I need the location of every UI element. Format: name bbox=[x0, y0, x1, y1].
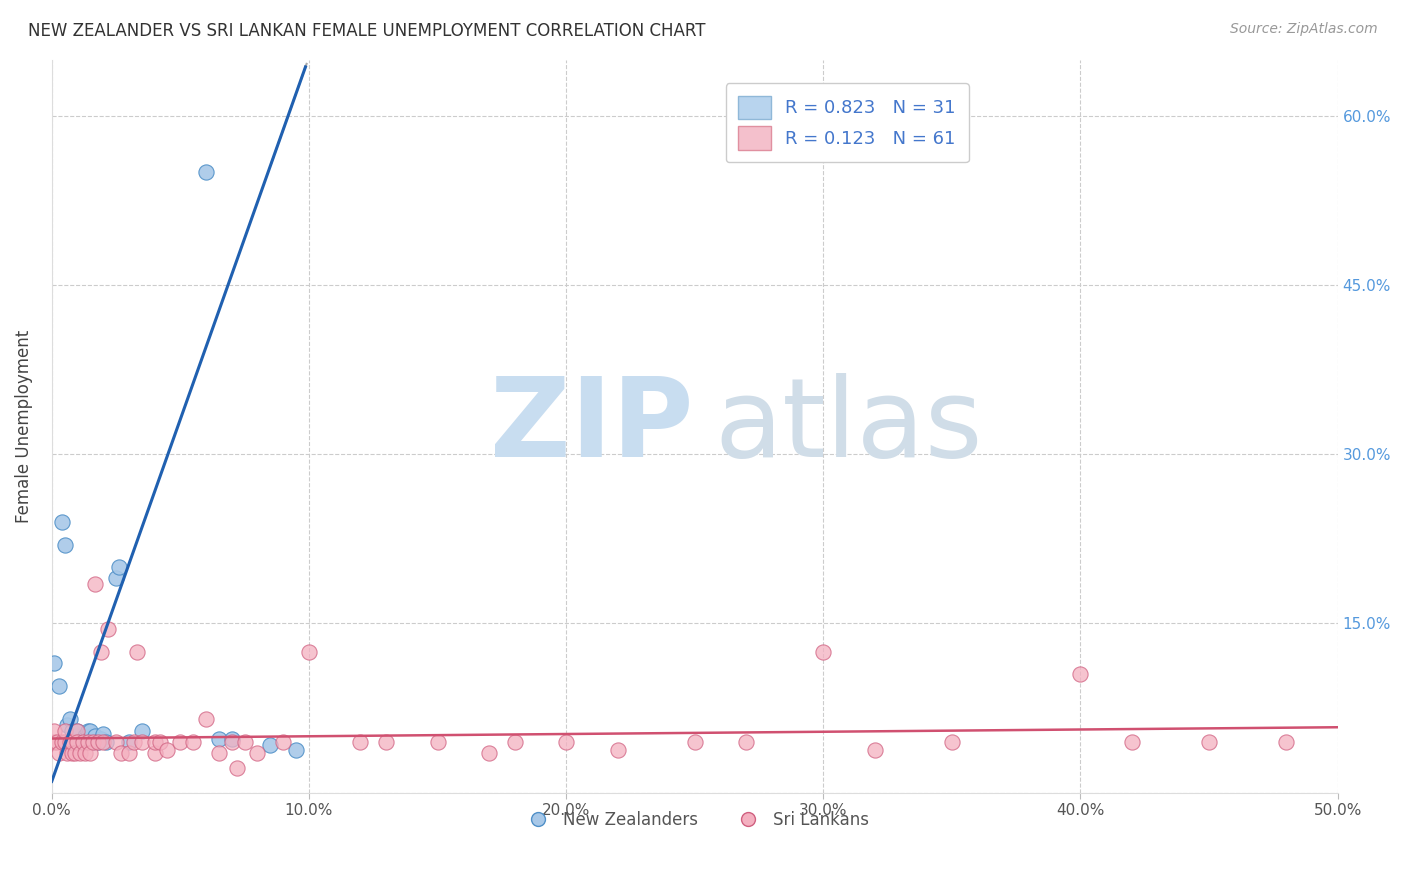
Point bbox=[131, 735, 153, 749]
Point bbox=[82, 735, 104, 749]
Point bbox=[87, 735, 110, 749]
Text: NEW ZEALANDER VS SRI LANKAN FEMALE UNEMPLOYMENT CORRELATION CHART: NEW ZEALANDER VS SRI LANKAN FEMALE UNEMP… bbox=[28, 22, 706, 40]
Point bbox=[76, 735, 98, 749]
Point bbox=[63, 729, 86, 743]
Point bbox=[941, 735, 963, 749]
Point bbox=[246, 746, 269, 760]
Point bbox=[1121, 735, 1143, 749]
Point bbox=[426, 735, 449, 749]
Point bbox=[233, 735, 256, 749]
Point bbox=[59, 712, 82, 726]
Point bbox=[169, 735, 191, 749]
Point bbox=[105, 571, 128, 585]
Point bbox=[1069, 667, 1091, 681]
Point bbox=[107, 560, 129, 574]
Point bbox=[60, 723, 83, 738]
Point bbox=[285, 743, 308, 757]
Text: ZIP: ZIP bbox=[491, 373, 693, 480]
Point bbox=[181, 735, 204, 749]
Point bbox=[156, 743, 179, 757]
Point bbox=[82, 735, 104, 749]
Point bbox=[221, 731, 243, 746]
Point bbox=[84, 729, 107, 743]
Point bbox=[118, 746, 141, 760]
Point bbox=[44, 723, 66, 738]
Point bbox=[66, 735, 89, 749]
Point bbox=[76, 723, 98, 738]
Point bbox=[195, 712, 218, 726]
Point bbox=[149, 735, 172, 749]
Point bbox=[90, 645, 112, 659]
Point bbox=[1198, 735, 1220, 749]
Point bbox=[1275, 735, 1298, 749]
Point bbox=[53, 537, 76, 551]
Point bbox=[349, 735, 371, 749]
Point bbox=[69, 735, 91, 749]
Y-axis label: Female Unemployment: Female Unemployment bbox=[15, 329, 32, 523]
Point bbox=[75, 729, 97, 743]
Text: Source: ZipAtlas.com: Source: ZipAtlas.com bbox=[1230, 22, 1378, 37]
Point bbox=[143, 735, 166, 749]
Point bbox=[208, 746, 231, 760]
Point bbox=[683, 735, 706, 749]
Point bbox=[735, 735, 758, 749]
Point bbox=[69, 746, 91, 760]
Point bbox=[45, 735, 67, 749]
Point bbox=[208, 731, 231, 746]
Point bbox=[60, 746, 83, 760]
Point bbox=[131, 723, 153, 738]
Point bbox=[91, 735, 114, 749]
Point bbox=[478, 746, 501, 760]
Point bbox=[91, 727, 114, 741]
Point bbox=[63, 746, 86, 760]
Point bbox=[44, 656, 66, 670]
Point bbox=[72, 735, 94, 749]
Point bbox=[94, 735, 117, 749]
Point bbox=[60, 735, 83, 749]
Point bbox=[813, 645, 835, 659]
Point bbox=[75, 746, 97, 760]
Point bbox=[75, 731, 97, 746]
Point bbox=[606, 743, 628, 757]
Text: atlas: atlas bbox=[714, 373, 983, 480]
Point bbox=[44, 735, 66, 749]
Point bbox=[87, 735, 110, 749]
Point bbox=[105, 735, 128, 749]
Point bbox=[56, 746, 79, 760]
Point bbox=[503, 735, 526, 749]
Point bbox=[110, 746, 132, 760]
Point bbox=[863, 743, 886, 757]
Point bbox=[122, 735, 145, 749]
Point bbox=[125, 645, 148, 659]
Point bbox=[48, 746, 70, 760]
Point bbox=[221, 735, 243, 749]
Point bbox=[375, 735, 398, 749]
Point bbox=[79, 746, 101, 760]
Point bbox=[259, 739, 281, 753]
Point bbox=[97, 622, 120, 636]
Point bbox=[226, 761, 249, 775]
Point bbox=[84, 577, 107, 591]
Point bbox=[53, 735, 76, 749]
Point bbox=[72, 735, 94, 749]
Legend: New Zealanders, Sri Lankans: New Zealanders, Sri Lankans bbox=[515, 805, 875, 836]
Point bbox=[66, 723, 89, 738]
Point bbox=[56, 718, 79, 732]
Point bbox=[555, 735, 578, 749]
Point bbox=[298, 645, 321, 659]
Point bbox=[51, 735, 73, 749]
Point bbox=[48, 679, 70, 693]
Point bbox=[51, 515, 73, 529]
Point bbox=[118, 735, 141, 749]
Point bbox=[195, 165, 218, 179]
Point bbox=[79, 723, 101, 738]
Point bbox=[66, 723, 89, 738]
Point bbox=[63, 735, 86, 749]
Point bbox=[59, 735, 82, 749]
Point bbox=[53, 723, 76, 738]
Point bbox=[143, 746, 166, 760]
Point bbox=[271, 735, 294, 749]
Point bbox=[90, 731, 112, 746]
